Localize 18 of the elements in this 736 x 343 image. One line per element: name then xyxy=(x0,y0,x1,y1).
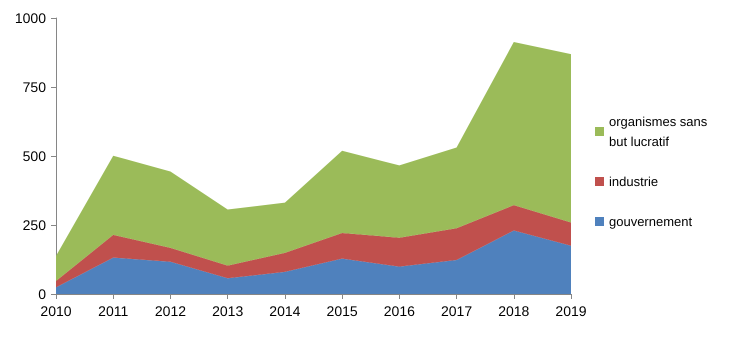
x-tick-label: 2017 xyxy=(440,303,472,319)
legend-label: organismes sans but lucratif xyxy=(609,114,711,149)
y-tick-label: 0 xyxy=(38,286,46,302)
y-tick-label: 750 xyxy=(22,79,46,95)
x-tick-label: 2018 xyxy=(498,303,530,319)
x-tick-label: 2014 xyxy=(269,303,301,319)
x-tick-label: 2010 xyxy=(40,303,72,319)
y-tick-label: 1000 xyxy=(14,10,46,26)
x-tick-label: 2012 xyxy=(154,303,186,319)
x-tick-label: 2013 xyxy=(212,303,244,319)
y-tick-label: 250 xyxy=(22,217,46,233)
x-tick-label: 2019 xyxy=(555,303,587,319)
x-tick-label: 2015 xyxy=(326,303,358,319)
legend-label: gouvernement xyxy=(609,214,692,229)
legend-label: industrie xyxy=(609,174,658,189)
y-tick-label: 500 xyxy=(22,148,46,164)
x-tick-label: 2016 xyxy=(384,303,416,319)
x-tick-label: 2011 xyxy=(98,303,128,319)
